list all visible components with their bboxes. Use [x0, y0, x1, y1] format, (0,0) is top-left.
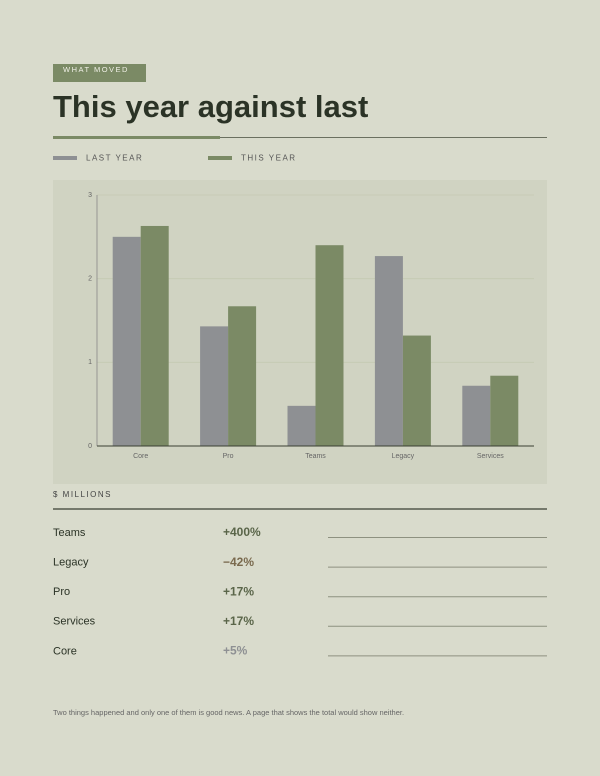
- y-tick-label: 2: [88, 276, 92, 283]
- y-tick-label: 0: [88, 443, 92, 450]
- row-name: Pro: [53, 586, 70, 598]
- row-change: +5%: [223, 644, 248, 658]
- x-tick-label: Teams: [305, 453, 326, 460]
- row-change: +17%: [223, 584, 254, 598]
- row-change: +400%: [223, 525, 261, 539]
- legend-swatch: [208, 156, 232, 160]
- rule-accent: [53, 136, 220, 139]
- row-change: +17%: [223, 614, 254, 628]
- bar: [490, 375, 519, 446]
- bar: [112, 236, 141, 446]
- footnote: Two things happened and only one of them…: [53, 708, 404, 717]
- x-tick-label: Services: [477, 453, 504, 460]
- bar: [462, 385, 491, 446]
- y-tick-label: 1: [88, 359, 92, 366]
- row-change: −42%: [223, 555, 254, 569]
- x-tick-label: Core: [133, 453, 148, 460]
- row-name: Services: [53, 616, 96, 628]
- bar: [374, 256, 403, 446]
- legend-swatch: [53, 156, 77, 160]
- row-name: Core: [53, 645, 77, 657]
- y-axis-label: $ MILLIONS: [53, 490, 112, 499]
- bar: [315, 245, 344, 446]
- row-name: Legacy: [53, 557, 89, 569]
- x-tick-label: Pro: [223, 453, 234, 460]
- row-name: Teams: [53, 527, 86, 539]
- legend-label: THIS YEAR: [241, 154, 297, 163]
- x-tick-label: Legacy: [392, 453, 415, 460]
- legend-label: LAST YEAR: [86, 154, 143, 163]
- y-tick-label: 3: [88, 192, 92, 199]
- bar: [402, 335, 431, 446]
- bar: [287, 405, 316, 446]
- bar: [140, 225, 169, 446]
- bar: [200, 326, 229, 446]
- bar: [228, 306, 257, 446]
- eyebrow: WHAT MOVED: [53, 64, 146, 82]
- page-title: This year against last: [53, 89, 368, 124]
